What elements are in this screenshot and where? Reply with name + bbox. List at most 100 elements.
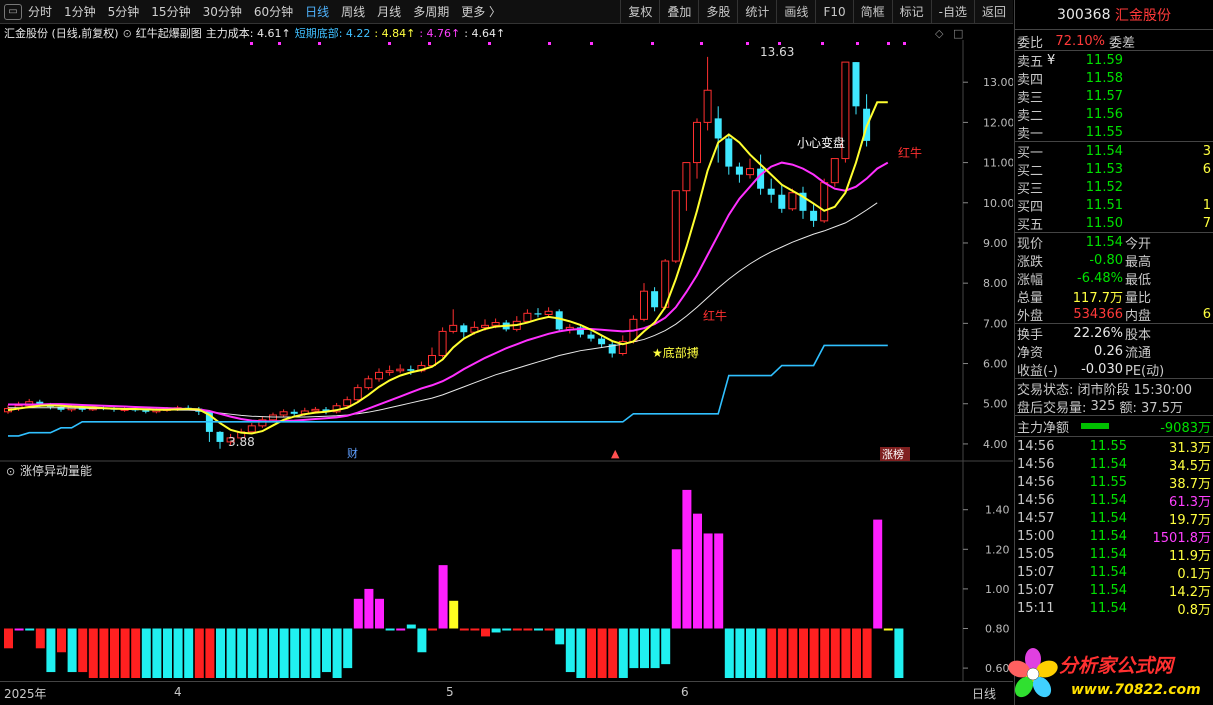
watermark-logo: 分析家公式网 www.70822.com (1008, 648, 1201, 698)
tick-volume: 0.8万 (1177, 602, 1211, 618)
volume-bar (703, 533, 713, 629)
candle-body (290, 411, 298, 414)
volume-bar (120, 628, 130, 678)
volume-bar (629, 628, 639, 669)
stock-name[interactable]: 汇金股份 (1114, 7, 1171, 24)
zhang-bang-marker: 涨榜 (882, 447, 904, 461)
volume-bar (78, 628, 88, 673)
period-tab-2[interactable]: 5分钟 (107, 5, 140, 19)
volume-bar (14, 628, 24, 631)
weibi-value: 72.10% (1055, 33, 1105, 49)
volume-bar (67, 628, 77, 673)
tick-row: 15:07 11.54 0.1万 (1015, 563, 1213, 582)
volume-bar (830, 628, 840, 678)
period-tab-7[interactable]: 周线 (341, 5, 366, 19)
toolbar-action-5[interactable]: F10 (815, 0, 852, 24)
volume-bar (258, 628, 268, 678)
period-tab-8[interactable]: 月线 (377, 5, 402, 19)
ask-row: 卖五 ¥11.59 (1015, 51, 1213, 70)
indicator-gear-icon[interactable]: ⊙ (122, 26, 132, 40)
toolbar-action-0[interactable]: 复权 (620, 0, 659, 24)
period-tab-4[interactable]: 30分钟 (202, 5, 242, 19)
axis-period[interactable]: 日线 (972, 687, 997, 701)
volume-bar (841, 628, 851, 678)
stat-label: 现价 (1017, 236, 1044, 252)
tick-price: 11.55 (1089, 474, 1127, 490)
candle-body (491, 322, 500, 326)
candle-body (142, 410, 150, 412)
bid-price: 11.52 (1085, 179, 1123, 195)
candle-body (703, 89, 712, 123)
volume-bar (809, 628, 819, 678)
kline-chart[interactable]: ◇ □ 4.00 5.00 6.00 7.00 8.00 9.00 10.00 11.00 12… (0, 0, 1013, 681)
axis-label-apr: 4 (174, 685, 182, 699)
sub-gear-icon[interactable]: ⊙ (6, 465, 15, 478)
toolbar-action-6[interactable]: 简框 (852, 0, 892, 24)
tick-time: 14:57 (1017, 510, 1055, 526)
bid-vol: 7 (1202, 215, 1211, 231)
period-tab-10[interactable]: 更多 〉 (461, 5, 502, 19)
tick-volume: 1501.8万 (1152, 530, 1212, 546)
signal-dot (590, 42, 593, 45)
period-tab-0[interactable]: 分时 (28, 5, 53, 19)
collapse-icon[interactable]: ◇ (935, 27, 944, 40)
stat2-label: 换手 (1017, 327, 1044, 343)
volume-bar (173, 628, 183, 678)
stock-title: 汇金股份 (日线,前复权) (4, 27, 119, 40)
candle-body (258, 419, 267, 427)
menu-square-icon[interactable]: □ (953, 27, 963, 40)
tick-volume: 61.3万 (1169, 494, 1211, 510)
toolbar-action-8[interactable]: -自选 (930, 0, 974, 24)
tick-row: 15:00 11.54 1501.8万 (1015, 527, 1213, 546)
period-tab-9[interactable]: 多周期 (413, 5, 450, 19)
ask-price: 11.55 (1085, 124, 1123, 140)
volume-bar (777, 628, 787, 678)
volume-bar (883, 628, 893, 631)
triangle-marker: ▲ (611, 447, 620, 460)
volume-bar (216, 628, 225, 678)
bid-vol: 6 (1202, 161, 1211, 177)
stat-label-2: 量比 (1125, 290, 1152, 306)
candle-body (640, 290, 648, 320)
period-tab-5[interactable]: 60分钟 (253, 5, 294, 19)
candle-body (671, 190, 680, 262)
candle-body (449, 324, 458, 332)
volume-bar (894, 628, 904, 678)
tick-volume: 34.5万 (1169, 458, 1211, 474)
stat-row: 外盘 534366 内盘 6 (1015, 305, 1213, 324)
toolbar-action-4[interactable]: 画线 (776, 0, 815, 24)
volume-bar (661, 628, 671, 665)
tick-time: 14:56 (1017, 492, 1055, 508)
candle-body (618, 340, 627, 355)
signal-dot (821, 42, 824, 45)
volume-bar (799, 628, 808, 678)
toolbar-action-1[interactable]: 叠加 (659, 0, 698, 24)
toolbar-action-7[interactable]: 标记 (891, 0, 931, 24)
tick-list[interactable]: 14:56 11.55 31.3万 14:56 11.54 34.5万 14:56 11.55… (1015, 437, 1213, 618)
volume-bar (523, 628, 533, 631)
candle-body (36, 401, 44, 405)
tick-row: 14:56 11.54 61.3万 (1015, 491, 1213, 510)
volume-bar (512, 628, 522, 631)
toolbar-action-9[interactable]: 返回 (973, 0, 1013, 24)
indicator-name[interactable]: 红牛起爆副图 (135, 27, 202, 40)
price-tick-label: 11.00 (983, 157, 1013, 170)
period-tab-6[interactable]: 日线 (305, 5, 330, 19)
stat2-label: 净资 (1017, 345, 1044, 361)
price-tick-label: 6.00 (983, 358, 1008, 371)
toolbar-action-2[interactable]: 多股 (698, 0, 737, 24)
period-tab-3[interactable]: 15分钟 (151, 5, 191, 19)
signal-dot (488, 42, 491, 45)
volume-bar (4, 628, 13, 649)
stat-row: 现价 11.54 今开 (1015, 233, 1213, 252)
period-tab-1[interactable]: 1分钟 (64, 5, 96, 19)
layout-icon[interactable]: ▭ (4, 3, 22, 20)
toolbar-action-3[interactable]: 统计 (737, 0, 776, 24)
volume-bar (300, 628, 310, 678)
bid-price: 11.51 (1085, 197, 1123, 213)
tick-time: 14:56 (1017, 438, 1055, 454)
bid-label: 买一 (1017, 145, 1044, 161)
volume-bar (269, 628, 278, 678)
ask-flag: ¥ (1047, 52, 1056, 68)
bid-row: 买二 11.53 6 (1015, 160, 1213, 179)
